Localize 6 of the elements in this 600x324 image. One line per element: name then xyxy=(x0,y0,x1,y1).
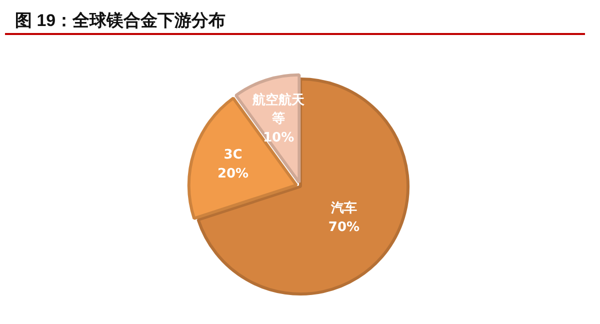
data-label: 10% xyxy=(263,130,294,146)
chart-title: 图 19：全球镁合金下游分布 xyxy=(15,10,226,32)
data-label: 70% xyxy=(328,220,360,235)
slice-label: 汽车 xyxy=(330,200,357,216)
slice-label: 3C xyxy=(224,148,242,163)
data-label: 20% xyxy=(217,166,249,182)
